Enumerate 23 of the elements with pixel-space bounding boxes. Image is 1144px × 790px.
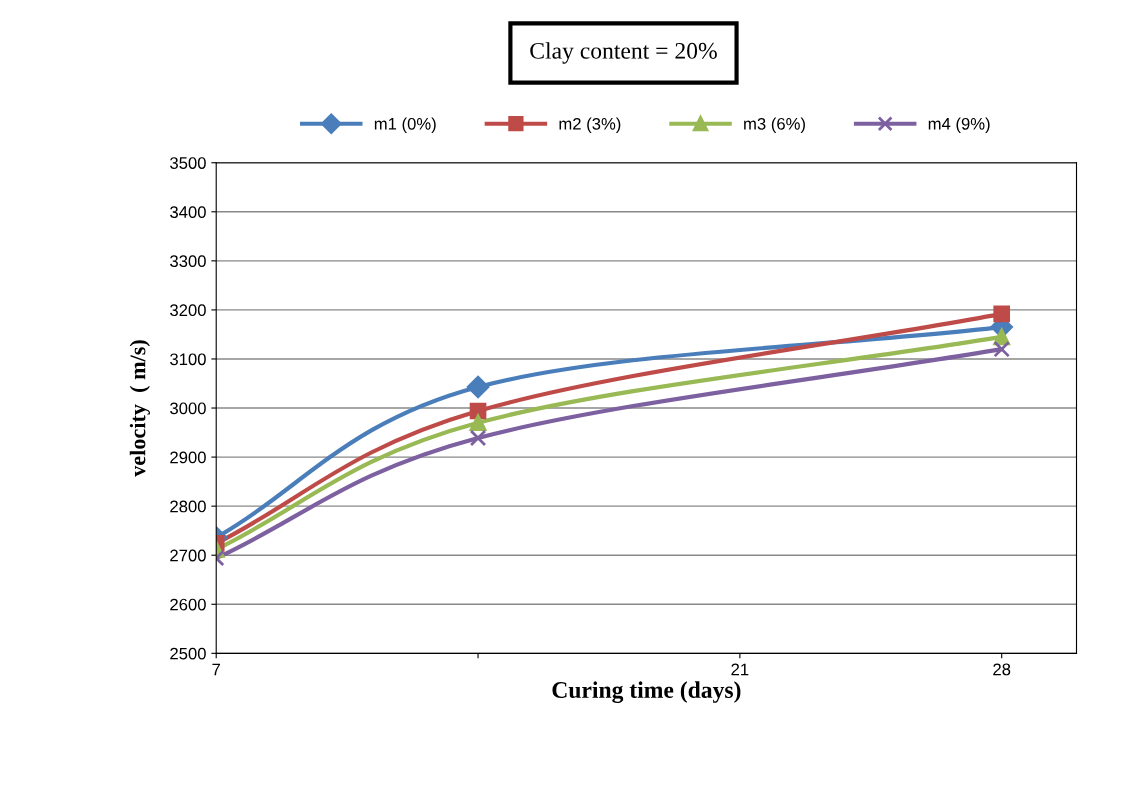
x-tick-label: 7 bbox=[212, 663, 221, 676]
y-tick-label: 2700 bbox=[170, 549, 206, 562]
y-tick-label: 2600 bbox=[170, 598, 206, 611]
y-tick-label: 3000 bbox=[170, 402, 206, 415]
legend-label: m2 (3%) bbox=[559, 117, 621, 134]
y-tick-label: 3100 bbox=[170, 353, 206, 366]
point bbox=[993, 340, 1011, 358]
legend-label: m1 (0%) bbox=[374, 117, 436, 134]
y-tick-label: 3200 bbox=[170, 304, 206, 317]
x-tick-label: 21 bbox=[731, 663, 749, 676]
y-tick-label: 3400 bbox=[170, 206, 206, 218]
y-tick-label: 3300 bbox=[170, 255, 206, 268]
x-axis-title: Curing time (days) bbox=[552, 681, 741, 703]
y-tick-label: 2900 bbox=[170, 451, 206, 464]
point bbox=[993, 305, 1011, 323]
x-tick-label: 28 bbox=[993, 663, 1011, 676]
y-axis-title: velocity ( m/s) bbox=[129, 340, 150, 477]
legend-label: m3 (6%) bbox=[744, 117, 805, 134]
legend-label: m4 (9%) bbox=[928, 117, 990, 134]
chart-title: Clay content = 20% bbox=[530, 42, 717, 64]
y-tick-label: 2800 bbox=[170, 500, 206, 513]
y-tick-label: 3500 bbox=[170, 157, 206, 169]
y-tick-label: 2500 bbox=[170, 647, 206, 660]
